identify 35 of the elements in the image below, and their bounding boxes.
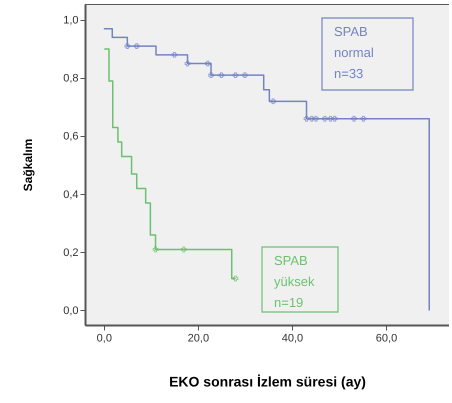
point — [322, 116, 328, 122]
x-tick-label: 20,0 — [188, 332, 210, 344]
x-axis-title: EKO sonrası İzlem süresi (ay) — [169, 374, 366, 390]
point — [308, 116, 315, 122]
point — [172, 52, 178, 58]
y-tick-label: 1,0 — [63, 14, 78, 26]
y-tick-label: 0,8 — [63, 72, 78, 85]
y-axis-title: Sağkalım — [21, 138, 36, 192]
point — [232, 72, 238, 78]
point — [184, 60, 190, 66]
text: SPAB normal n=33 — [334, 24, 374, 81]
point — [313, 116, 319, 122]
y-tick-label: 0,6 — [63, 130, 78, 143]
x-tick-label: 60,0 — [376, 332, 398, 344]
x-tick-label: 0,0 — [96, 332, 112, 344]
point — [124, 43, 130, 49]
point — [242, 72, 248, 78]
text: SPAB yüksek n=19 — [274, 253, 315, 310]
point — [360, 116, 366, 122]
y-tick-label: 0,2 — [63, 246, 78, 259]
y-tick-label: 0,4 — [63, 188, 78, 201]
point — [351, 116, 357, 122]
point — [134, 43, 140, 49]
point — [218, 72, 224, 78]
point — [270, 98, 276, 104]
point — [304, 116, 310, 122]
point — [332, 116, 338, 122]
point — [152, 246, 158, 252]
y-tick-label: 0,0 — [63, 304, 78, 317]
point — [232, 276, 238, 282]
point — [180, 246, 187, 252]
x-tick-label: 40,0 — [282, 332, 304, 344]
point — [204, 60, 211, 66]
point — [328, 116, 334, 122]
point — [208, 72, 214, 78]
